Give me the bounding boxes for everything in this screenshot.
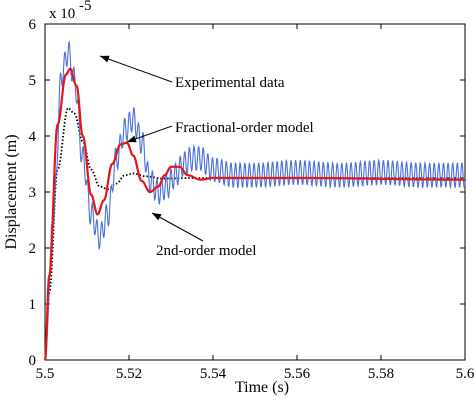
series-line-second-order — [44, 107, 465, 361]
annotation-label: 2nd-order model — [156, 243, 256, 259]
series-line-experimental — [44, 40, 466, 361]
y-tick-label: 2 — [29, 241, 37, 257]
annotation-arrow-line — [151, 212, 204, 242]
y-multiplier-exponent: -5 — [79, 0, 92, 14]
x-tick-label: 5.54 — [200, 366, 227, 382]
annotation-label: Experimental data — [175, 75, 285, 91]
annotation-arrow-line — [99, 55, 173, 83]
annotation-arrowhead — [100, 55, 110, 63]
x-tick-label: 5.5 — [36, 366, 55, 382]
x-tick-label: 5.52 — [116, 366, 142, 382]
y-tick-label: 4 — [29, 129, 37, 145]
x-tick-label: 5.56 — [284, 366, 311, 382]
x-tick-label: 5.6 — [456, 366, 474, 382]
y-tick-label: 6 — [29, 17, 37, 33]
y-tick-label: 1 — [29, 297, 37, 313]
y-tick-label: 5 — [29, 73, 37, 89]
annotation-label: Fractional-order model — [175, 120, 314, 136]
x-axis-label: Time (s) — [235, 379, 289, 396]
x-tick-label: 5.58 — [368, 366, 394, 382]
annotation-arrowhead — [152, 213, 162, 221]
annotation-layer: Experimental data Fractional-order model 2… — [99, 55, 314, 259]
annotation-arrowhead — [127, 135, 137, 143]
y-tick-label: 0 — [29, 353, 37, 369]
y-multiplier-label: x 10 — [49, 6, 75, 22]
series-line-fractional-order — [43, 67, 465, 361]
tick-layer: 5.5 5.52 5.54 5.56 5.58 5.6 0 1 2 3 4 5 6 — [29, 17, 474, 382]
series-layer — [43, 40, 466, 361]
y-tick-label: 3 — [29, 185, 37, 201]
y-axis-label: Displacement (m) — [3, 134, 20, 249]
